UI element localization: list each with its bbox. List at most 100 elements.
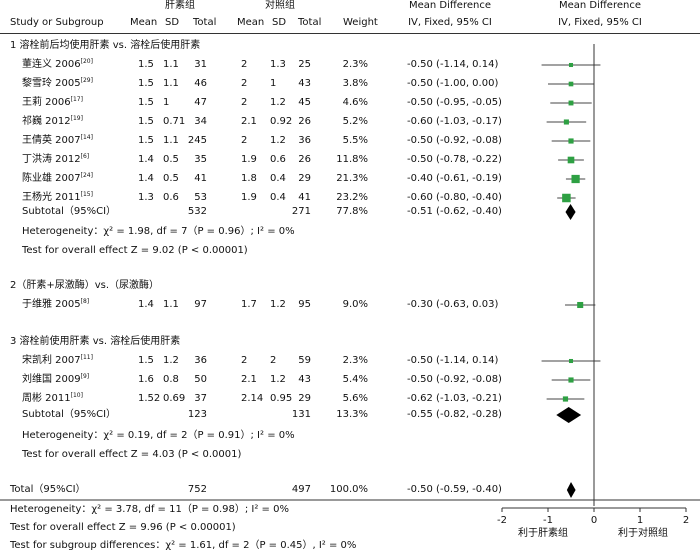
sd2-cell: 0.4: [270, 192, 286, 203]
weight-cell: 5.2%: [342, 116, 368, 127]
total-n1: 752: [187, 484, 207, 495]
mean1-cell: 1.3: [138, 192, 154, 203]
weight-cell: 4.6%: [342, 97, 368, 108]
total2-cell: 26: [298, 154, 311, 165]
total2-cell: 29: [298, 173, 311, 184]
mean1-cell: 1.52: [138, 393, 161, 404]
study-square: [568, 100, 574, 106]
study-name: 周彬 2011: [22, 393, 71, 404]
mean2-cell: 1.8: [241, 173, 257, 184]
control-group-title: 对照组: [265, 0, 295, 11]
sd1-cell: 1.1: [163, 78, 179, 89]
total-label: Total（95%CI）: [10, 484, 86, 495]
ci-cell: -0.60 (-0.80, -0.40): [407, 192, 502, 203]
subtotal-weight: 13.3%: [336, 409, 368, 420]
weight-cell: 9.0%: [342, 299, 368, 310]
footer-heterogeneity: Heterogeneity：χ² = 3.78, df = 11（P = 0.9…: [10, 504, 289, 515]
study-name: 王倩英 2007: [22, 135, 81, 146]
study-square: [568, 358, 574, 364]
total1-cell: 34: [194, 116, 207, 127]
study-reference: [17]: [70, 96, 83, 103]
favours-left-label: 利于肝素组: [518, 528, 568, 539]
mean1-cell: 1.4: [138, 154, 154, 165]
total1-cell: 41: [194, 173, 207, 184]
total1-column-header: Total: [193, 17, 217, 28]
total2-cell: 36: [298, 135, 311, 146]
mean1-cell: 1.5: [138, 97, 154, 108]
study-label: 黎雪玲 2005[29]: [22, 78, 93, 90]
subtotal-diamond: [565, 204, 576, 220]
total1-cell: 47: [194, 97, 207, 108]
study-label: 王倩英 2007[14]: [22, 135, 93, 147]
weight-cell: 23.2%: [336, 192, 368, 203]
total1-cell: 35: [194, 154, 207, 165]
total2-cell: 95: [298, 299, 311, 310]
md-method-header: IV, Fixed, 95% CI: [408, 17, 492, 28]
total-weight: 100.0%: [329, 484, 368, 495]
subtotal-label: Subtotal（95%CI）: [22, 409, 117, 420]
mean1-cell: 1.5: [138, 116, 154, 127]
sd2-cell: 1.3: [270, 59, 286, 70]
x-tick-label: -2: [497, 515, 507, 526]
study-square: [568, 138, 574, 144]
weight-cell: 5.4%: [342, 374, 368, 385]
ci-cell: -0.50 (-0.92, -0.08): [407, 135, 502, 146]
study-name: 宋凯利 2007: [22, 355, 81, 366]
ci-cell: -0.50 (-1.14, 0.14): [407, 355, 499, 366]
study-reference: [8]: [80, 298, 90, 305]
study-reference: [20]: [80, 58, 93, 65]
mean-difference-title: Mean Difference: [409, 0, 491, 11]
total1-cell: 36: [194, 355, 207, 366]
plot-method-header: IV, Fixed, 95% CI: [558, 17, 642, 28]
mean2-cell: 1.9: [241, 192, 257, 203]
study-square: [577, 301, 584, 309]
weight-column-header: Weight: [343, 17, 378, 28]
sd1-cell: 1: [163, 97, 170, 108]
total2-cell: 25: [298, 59, 311, 70]
total2-cell: 29: [298, 393, 311, 404]
weight-cell: 5.5%: [342, 135, 368, 146]
subtotal-weight: 77.8%: [336, 206, 368, 217]
study-square: [567, 156, 575, 164]
mean1-cell: 1.4: [138, 173, 154, 184]
sd1-cell: 1.2: [163, 355, 179, 366]
total2-cell: 43: [298, 78, 311, 89]
study-label: 祁巍 2012[19]: [22, 116, 83, 128]
study-label: 刘维国 2009[9]: [22, 374, 89, 386]
mean2-cell: 2.1: [241, 116, 257, 127]
subtotal-ci: -0.51 (-0.62, -0.40): [407, 206, 502, 217]
sd1-cell: 0.69: [163, 393, 186, 404]
sd2-cell: 1: [270, 78, 277, 89]
study-name: 董连义 2006: [22, 59, 81, 70]
subtotal-n1: 532: [187, 206, 207, 217]
study-name: 于维雅 2005: [22, 299, 81, 310]
total2-cell: 59: [298, 355, 311, 366]
group-title: 1 溶栓前后均使用肝素 vs. 溶栓后使用肝素: [10, 40, 201, 51]
total2-cell: 43: [298, 374, 311, 385]
study-label: 王莉 2006[17]: [22, 97, 83, 109]
mean2-cell: 2.1: [241, 374, 257, 385]
sd1-cell: 0.5: [163, 173, 179, 184]
plot-title: Mean Difference: [559, 0, 641, 11]
sd2-cell: 0.6: [270, 154, 286, 165]
sd2-cell: 0.4: [270, 173, 286, 184]
total1-cell: 37: [194, 393, 207, 404]
study-label: 王杨光 2011[15]: [22, 192, 93, 204]
sd1-cell: 0.71: [163, 116, 186, 127]
sd2-column-header: SD: [272, 17, 287, 28]
heterogeneity-text: Heterogeneity：χ² = 1.98, df = 7（P = 0.96…: [22, 226, 295, 237]
group-title: 2（肝素+尿激酶）vs.（尿激酶）: [10, 280, 160, 291]
weight-cell: 11.8%: [336, 154, 368, 165]
weight-cell: 3.8%: [342, 78, 368, 89]
total1-cell: 53: [194, 192, 207, 203]
ci-cell: -0.50 (-0.92, -0.08): [407, 374, 502, 385]
total2-cell: 41: [298, 192, 311, 203]
sd1-cell: 0.8: [163, 374, 179, 385]
total-n2: 497: [291, 484, 311, 495]
study-label: 周彬 2011[10]: [22, 393, 83, 405]
total-diamond: [566, 482, 576, 498]
study-label: 丁洪涛 2012[6]: [22, 154, 89, 166]
total1-cell: 97: [194, 299, 207, 310]
mean2-cell: 2: [241, 59, 248, 70]
